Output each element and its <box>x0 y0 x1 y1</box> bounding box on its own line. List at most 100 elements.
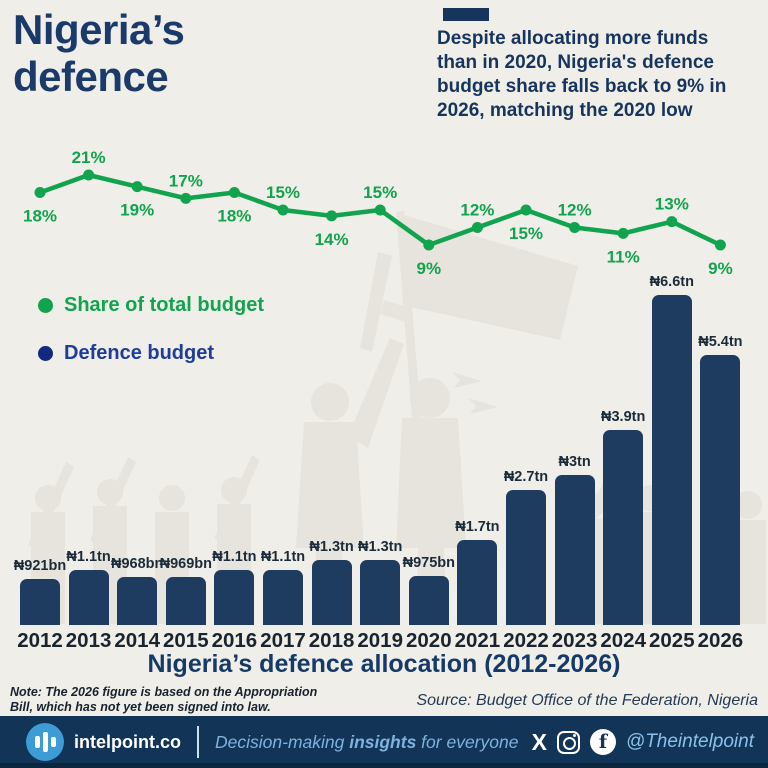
year-label: 2020 <box>405 629 452 652</box>
bar-value-label: ₦969bn <box>159 556 212 572</box>
line-point-label: 15% <box>363 183 397 202</box>
tagline-prefix: Decision-making <box>215 731 350 752</box>
social-handle[interactable]: @Theintelpoint <box>625 731 754 752</box>
line-point <box>423 239 435 251</box>
year-label: 2025 <box>648 629 695 652</box>
year-label: 2023 <box>551 629 598 652</box>
share-line-chart: 18% 21% 19% 17% 18% 15% 14% 15% 9% 12% 15% 12% 11% 13… <box>23 148 733 278</box>
bar <box>263 570 303 625</box>
bar-value-label: ₦975bn <box>402 555 455 571</box>
bar <box>214 570 255 625</box>
bar <box>20 579 60 625</box>
page-title: Nigeria’s defence <box>13 6 185 100</box>
bar <box>311 560 352 625</box>
line-point-label: 17% <box>169 171 203 190</box>
year-label: 2013 <box>65 629 112 652</box>
year-label: 2018 <box>308 629 355 652</box>
bar <box>68 570 109 625</box>
bar <box>457 540 498 625</box>
legend-budget-label: Defence budget <box>64 342 215 364</box>
facebook-icon[interactable]: f <box>589 729 616 755</box>
line-point-label: 9% <box>417 259 442 278</box>
footer-bar: intelpoint.co Decision-making insights f… <box>0 716 768 768</box>
bar <box>165 577 206 625</box>
bar <box>408 576 449 625</box>
footnote-note: Note: The 2026 figure is based on the Ap… <box>10 685 318 714</box>
bar-value-label: ₦1.1tn <box>212 549 257 565</box>
line-point <box>277 204 289 216</box>
bar <box>360 560 401 625</box>
line-point <box>83 169 95 181</box>
line-point-label: 12% <box>460 200 494 219</box>
bar-value-label: ₦3tn <box>558 454 591 470</box>
year-label: 2024 <box>600 629 646 652</box>
line-point-label: 18% <box>23 206 57 225</box>
footnote-source: Source: Budget Office of the Federation,… <box>416 692 758 709</box>
bar-value-label: ₦1.1tn <box>260 549 306 565</box>
line-point <box>569 221 581 233</box>
line-point-label: 21% <box>72 148 106 167</box>
line-point-label: 19% <box>120 201 154 220</box>
year-label: 2021 <box>454 629 501 652</box>
bar-value-label: ₦3.9tn <box>601 409 646 425</box>
bar-value-label: ₦2.7tn <box>503 469 549 485</box>
bar-value-label: ₦1.7tn <box>455 519 500 535</box>
brand-name[interactable]: intelpoint.co <box>74 731 181 752</box>
bar <box>117 577 158 625</box>
line-point-label: 11% <box>607 247 640 266</box>
subtitle-text: Despite allocating more funds than in 20… <box>437 28 727 121</box>
line-point <box>131 181 143 193</box>
footer-divider <box>197 726 199 758</box>
bar-value-label: ₦1.3tn <box>358 539 403 555</box>
year-label: 2022 <box>503 629 549 652</box>
bar-value-label: ₦1.1tn <box>66 549 111 565</box>
logo-bar-icon <box>42 732 48 752</box>
legend-item-budget: Defence budget <box>38 342 214 365</box>
line-point <box>326 210 338 222</box>
year-label: 2015 <box>162 629 209 652</box>
line-point-label: 12% <box>558 200 592 219</box>
instagram-icon[interactable] <box>556 730 580 754</box>
logo-bar-icon <box>50 737 56 747</box>
chart-title: Nigeria’s defence allocation (2012-2026) <box>147 650 621 678</box>
bar <box>554 475 595 625</box>
year-label: 2016 <box>211 629 258 652</box>
line-point <box>228 186 240 198</box>
line-point <box>374 204 386 216</box>
x-twitter-icon[interactable]: X <box>531 728 547 755</box>
bar <box>603 430 644 625</box>
line-point-label: 14% <box>315 230 349 249</box>
bar <box>700 355 741 625</box>
year-label: 2017 <box>260 629 306 652</box>
bar-value-label: ₦6.6tn <box>649 274 694 290</box>
year-label: 2019 <box>357 629 403 652</box>
bar-value-label: ₦968bn <box>110 556 164 572</box>
accent-bar <box>443 8 489 21</box>
footer-tagline: Decision-making insights for everyone <box>215 732 518 753</box>
year-label: 2026 <box>697 629 744 652</box>
line-point-label: 15% <box>266 183 300 202</box>
line-point <box>714 239 726 251</box>
line-point <box>180 192 192 204</box>
intelpoint-logo-icon[interactable] <box>26 723 64 761</box>
line-point <box>666 216 678 228</box>
line-point <box>471 221 483 233</box>
logo-bar-icon <box>34 736 40 748</box>
tagline-suffix: for everyone <box>416 731 519 752</box>
line-point <box>34 186 46 198</box>
bar-value-label: ₦1.3tn <box>309 539 354 555</box>
social-links: X f @Theintelpoint <box>532 729 754 755</box>
tagline-bold: insights <box>349 731 417 752</box>
year-label: 2014 <box>114 629 160 652</box>
line-point-label: 15% <box>509 224 543 243</box>
line-point-label: 18% <box>217 206 251 225</box>
line-point <box>617 227 629 239</box>
bar <box>506 490 546 625</box>
line-point <box>520 204 532 216</box>
bar <box>651 295 692 625</box>
bar-value-label: ₦5.4tn <box>698 334 743 350</box>
line-point-label: 13% <box>655 195 689 214</box>
legend-item-share: Share of total budget <box>38 294 264 317</box>
